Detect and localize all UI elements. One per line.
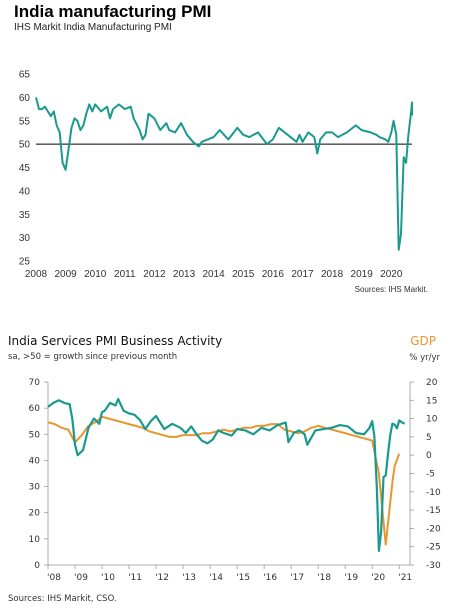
chart2-right-tick-label: -20 xyxy=(426,524,441,534)
chart2-x-tick-label: '21 xyxy=(398,573,412,583)
chart2-right-axis-title: GDP xyxy=(410,334,436,348)
chart1-x-tick-label: 2019 xyxy=(351,269,374,280)
chart1-y-tick-label: 50 xyxy=(19,140,31,151)
chart1-source: Sources: IHS Markit. xyxy=(354,285,428,294)
chart2-x-tick-label: '11 xyxy=(128,573,142,583)
chart2-x-tick-label: '20 xyxy=(371,573,385,583)
chart1-x-tick-label: 2012 xyxy=(143,269,166,280)
chart2-x-tick-label: '18 xyxy=(317,573,331,583)
chart2-x-tick-label: '16 xyxy=(263,573,277,583)
chart2-x-tick-label: '17 xyxy=(290,573,304,583)
chart1-y-tick-label: 30 xyxy=(19,233,31,244)
chart2-right-tick-label: 15 xyxy=(426,396,437,406)
chart1-x-tick-label: 2009 xyxy=(54,269,77,280)
chart1-x-tick-label: 2014 xyxy=(203,269,226,280)
chart1-x-tick-label: 2016 xyxy=(262,269,285,280)
chart2-x-tick-label: '09 xyxy=(74,573,88,583)
chart2-right-tick-label: -10 xyxy=(426,488,441,498)
chart2-x-tick-label: '15 xyxy=(236,573,250,583)
chart2-x-tick-label: '14 xyxy=(209,573,223,583)
chart2-right-tick-label: -25 xyxy=(426,543,441,553)
chart1-y-tick-label: 60 xyxy=(19,93,31,104)
chart1-title: India manufacturing PMI xyxy=(14,2,212,21)
chart2-source: Sources: IHS Markit, CSO. xyxy=(8,594,117,604)
chart1-plot: 25 30 35 40 45 50 55 60 65 2008 2009 2010 2011 2012 20… xyxy=(19,70,413,280)
chart2-gdp-line xyxy=(47,415,401,546)
chart1-x-tick-label: 2018 xyxy=(321,269,344,280)
chart1-y-tick-label: 65 xyxy=(19,70,31,81)
chart1-y-tick-label: 45 xyxy=(19,163,31,174)
chart1-subtitle: IHS Markit India Manufacturing PMI xyxy=(14,22,172,33)
chart2-x-tick-label: '13 xyxy=(182,573,196,583)
chart1-y-tick-label: 40 xyxy=(19,186,31,197)
chart2-left-tick-label: 70 xyxy=(29,378,41,388)
chart2-left-tick-label: 40 xyxy=(29,456,41,466)
chart2-x-tick-label: '10 xyxy=(101,573,115,583)
chart2-left-tick-label: 0 xyxy=(34,561,40,571)
chart1-x-tick-label: 2010 xyxy=(84,269,107,280)
chart1-y-tick-label: 35 xyxy=(19,210,31,221)
chart2-left-tick-label: 10 xyxy=(29,535,41,545)
chart2-x-tick-label: '12 xyxy=(155,573,169,583)
chart2-left-tick-label: 20 xyxy=(29,509,41,519)
chart1-series-line xyxy=(35,97,413,251)
chart2-title: India Services PMI Business Activity xyxy=(8,334,223,348)
chart2-right-tick-label: -15 xyxy=(426,506,441,516)
chart1-x-tick-label: 2013 xyxy=(173,269,196,280)
chart2-right-tick-label: 0 xyxy=(426,451,432,461)
chart2-right-tick-label: 5 xyxy=(426,433,432,443)
chart2-right-tick-label: -30 xyxy=(426,561,441,571)
chart2-x-tick-label: '19 xyxy=(344,573,358,583)
chart2-left-tick-label: 50 xyxy=(29,430,41,440)
chart1-y-tick-label: 25 xyxy=(19,257,31,268)
chart1-y-tick-label: 55 xyxy=(19,116,31,127)
chart2-pmi-line xyxy=(47,397,406,552)
chart2-right-axis-unit: % yr/yr xyxy=(409,353,440,363)
chart2-subtitle: sa, >50 = growth since previous month xyxy=(8,352,178,362)
chart2-right-tick-label: 10 xyxy=(426,415,438,425)
chart2-left-tick-label: 30 xyxy=(29,483,41,493)
chart1-x-tick-label: 2015 xyxy=(232,269,255,280)
chart1-x-tick-label: 2017 xyxy=(291,269,314,280)
chart1-x-tick-label: 2020 xyxy=(380,269,403,280)
chart2-left-tick-label: 60 xyxy=(29,404,41,414)
chart1-x-tick-label: 2011 xyxy=(114,269,136,280)
chart2-x-tick-label: '08 xyxy=(47,573,61,583)
chart2-right-tick-label: -5 xyxy=(426,470,435,480)
chart1-x-tick-label: 2008 xyxy=(25,269,48,280)
chart2-right-tick-label: 20 xyxy=(426,378,438,388)
